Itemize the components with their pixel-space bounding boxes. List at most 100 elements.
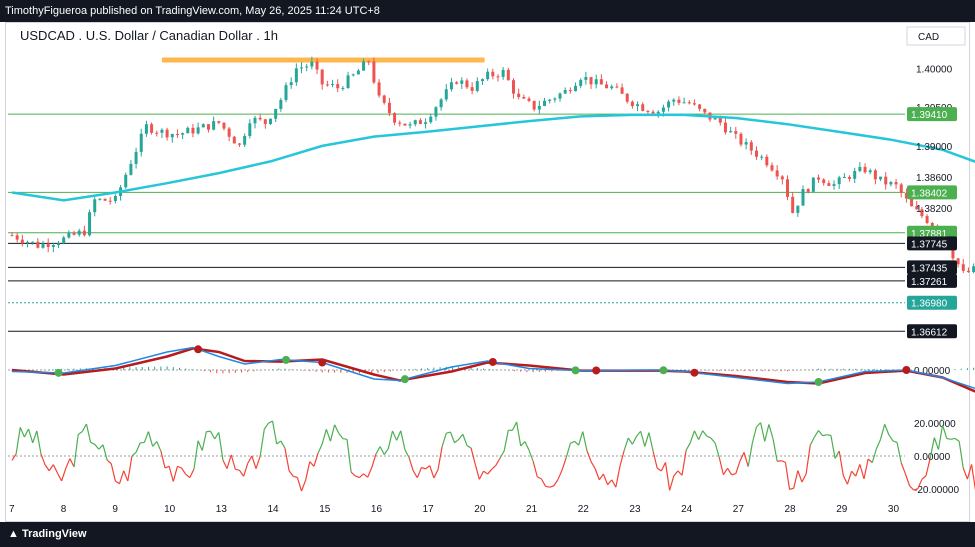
- candle-body: [537, 105, 541, 110]
- candle-body: [294, 68, 298, 83]
- candle-body: [237, 143, 241, 145]
- candle-body: [372, 61, 376, 83]
- candle-body: [77, 230, 81, 235]
- candle-body: [822, 179, 826, 184]
- oscillator-segment: [851, 470, 857, 477]
- candle-body: [786, 179, 789, 197]
- candle-body: [496, 76, 500, 78]
- chart-area[interactable]: [5, 22, 970, 522]
- oscillator-segment: [942, 424, 948, 439]
- oscillator-segment: [867, 458, 873, 463]
- oscillator-segment: [164, 465, 170, 469]
- oscillator-segment: [937, 424, 944, 450]
- oscillator-segment: [574, 440, 580, 446]
- oscillator-segment: [32, 430, 38, 444]
- candle-body: [398, 122, 402, 124]
- oscillator-segment: [350, 471, 356, 477]
- oscillator-segment: [11, 453, 17, 461]
- candle-body: [656, 111, 660, 114]
- oscillator-segment: [917, 479, 923, 489]
- macd-cross-down-dot: [592, 366, 601, 375]
- brand-label: TradingView: [21, 528, 87, 540]
- candle-body: [15, 235, 19, 240]
- candle-body: [568, 90, 572, 92]
- oscillator-segment: [516, 421, 522, 447]
- oscillator-segment: [884, 424, 890, 435]
- time-tick-label: 23: [629, 504, 641, 515]
- oscillator-segment: [664, 462, 671, 491]
- candle-body: [754, 150, 758, 157]
- candle-body: [408, 124, 412, 126]
- candle-body: [620, 87, 624, 94]
- candle-body: [579, 79, 583, 86]
- oscillator-segment: [727, 467, 733, 476]
- candle-body: [868, 170, 872, 173]
- oscillator-segment: [466, 444, 472, 449]
- candle-body: [853, 170, 857, 179]
- currency-badge[interactable]: [906, 26, 966, 46]
- candle-body: [331, 84, 335, 86]
- oscillator-segment: [677, 470, 683, 476]
- candle-body: [511, 80, 515, 94]
- candle-body: [320, 69, 324, 85]
- oscillator-segment: [743, 452, 749, 467]
- oscillator-tick-label: 0.00000: [914, 452, 951, 463]
- oscillator-segment: [433, 469, 439, 479]
- candle-body: [594, 79, 598, 85]
- candle-body: [305, 66, 309, 68]
- oscillator-segment: [77, 431, 83, 435]
- candle-body: [258, 117, 262, 120]
- oscillator-segment: [631, 436, 638, 445]
- candle-body: [274, 108, 278, 119]
- macd-cross-up-dot: [54, 368, 63, 377]
- time-tick-label: 21: [526, 504, 538, 515]
- candle-body: [925, 216, 929, 223]
- oscillator-segment: [36, 430, 42, 454]
- candle-body: [527, 98, 531, 101]
- oscillator-segment: [338, 432, 344, 440]
- candle-body: [269, 118, 272, 124]
- oscillator-segment: [838, 450, 844, 476]
- candle-body: [362, 61, 366, 71]
- price-level-label: 1.36980: [911, 299, 948, 310]
- candle-body: [687, 102, 691, 104]
- price-level-label: 1.39410: [911, 110, 948, 121]
- oscillator-segment: [470, 447, 476, 465]
- macd-cross-down-dot: [902, 366, 911, 374]
- candle-body: [972, 266, 975, 273]
- oscillator-segment: [607, 479, 613, 486]
- oscillator-segment: [495, 457, 501, 466]
- price-level-label: 1.37261: [911, 277, 948, 288]
- oscillator-segment: [532, 461, 538, 477]
- oscillator-segment: [235, 468, 240, 471]
- candle-body: [103, 198, 107, 201]
- candle-body: [873, 170, 877, 180]
- oscillator-segment: [801, 473, 807, 483]
- time-tick-label: 7: [9, 504, 15, 515]
- oscillator-segment: [346, 439, 352, 473]
- candle-body: [455, 82, 459, 84]
- oscillator-segment: [511, 421, 518, 431]
- oscillator-segment: [888, 434, 894, 442]
- candle-body: [82, 230, 86, 236]
- oscillator-segment: [487, 468, 493, 475]
- oscillator-segment: [383, 448, 389, 455]
- oscillator-segment: [958, 441, 964, 469]
- oscillator-segment: [933, 437, 940, 450]
- candle-body: [522, 96, 526, 99]
- macd-cross-down-dot: [488, 357, 497, 366]
- candle-body: [744, 142, 748, 145]
- candle-body: [543, 100, 547, 106]
- candle-body: [300, 67, 304, 69]
- candle-body: [692, 103, 696, 105]
- oscillator-segment: [768, 424, 774, 439]
- candle-body: [418, 120, 422, 124]
- candle-body: [491, 71, 495, 77]
- candle-body: [837, 177, 841, 185]
- candle-body: [553, 98, 557, 100]
- candle-body: [227, 128, 231, 137]
- macd-tick-label: 0.00000: [914, 366, 951, 377]
- oscillator-segment: [412, 470, 418, 478]
- candle-body: [749, 142, 753, 151]
